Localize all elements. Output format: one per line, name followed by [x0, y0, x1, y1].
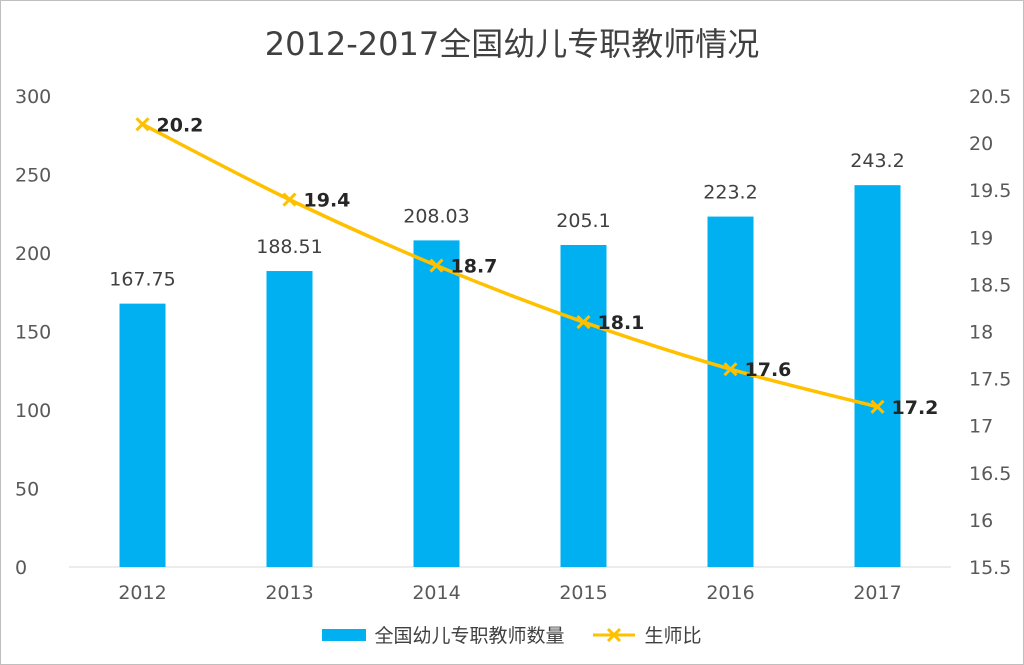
line-point-marker	[870, 399, 885, 414]
y-left-tick-label: 250	[15, 165, 51, 187]
bar	[707, 216, 754, 568]
series-line	[141, 122, 878, 409]
line-point-marker	[135, 117, 150, 132]
line-data-label: 17.6	[745, 359, 792, 381]
x-tick-label: 2013	[265, 582, 313, 604]
bar-data-label: 188.51	[256, 236, 322, 258]
y-right-tick-label: 17.5	[969, 369, 1011, 391]
bar-data-label: 208.03	[403, 205, 469, 227]
line-point-marker	[576, 315, 591, 330]
legend-bar-swatch	[322, 628, 367, 641]
y-right-tick-label: 19.5	[969, 180, 1011, 202]
y-left-tick-label: 150	[15, 322, 51, 344]
x-tick-label: 2015	[559, 582, 607, 604]
y-right-tick-label: 20.5	[969, 86, 1011, 108]
line-data-label: 19.4	[304, 190, 351, 212]
y-left-tick-label: 0	[15, 557, 27, 579]
bar	[560, 244, 607, 568]
bar	[854, 185, 901, 567]
y-right-tick-label: 17	[969, 416, 993, 438]
y-right-tick-label: 16	[969, 510, 993, 532]
bar-data-label: 223.2	[703, 182, 757, 204]
y-right-tick-label: 18.5	[969, 274, 1011, 296]
line-data-label: 18.1	[598, 312, 645, 334]
bar	[119, 303, 166, 567]
legend-item-line: 生师比	[591, 621, 702, 648]
line-point-marker	[429, 258, 444, 273]
bar-data-label: 167.75	[109, 269, 175, 291]
x-tick-label: 2014	[412, 582, 460, 604]
legend-item-bar: 全国幼儿专职教师数量	[322, 621, 565, 648]
x-tick-label: 2017	[853, 582, 901, 604]
y-right-tick-label: 15.5	[969, 557, 1011, 579]
line-data-label: 17.2	[892, 397, 939, 419]
legend-label-bar: 全国幼儿专职教师数量	[374, 625, 565, 647]
bar	[266, 271, 313, 567]
y-left-tick-label: 100	[15, 400, 51, 422]
y-right-tick-label: 20	[969, 133, 993, 155]
line-data-label: 18.7	[451, 256, 498, 278]
y-right-tick-label: 19	[969, 227, 993, 249]
bar-data-label: 205.1	[556, 210, 610, 232]
line-data-label: 20.2	[157, 114, 204, 136]
legend-label-line: 生师比	[644, 625, 702, 647]
y-left-tick-label: 200	[15, 243, 51, 265]
bar	[413, 240, 460, 568]
line-point-marker	[282, 192, 297, 207]
y-left-tick-label: 50	[15, 479, 39, 501]
legend-line-swatch	[592, 627, 635, 642]
bar-data-label: 243.2	[850, 150, 904, 172]
x-tick-label: 2016	[706, 582, 754, 604]
x-tick-label: 2012	[118, 582, 166, 604]
chart-title: 2012-2017全国幼儿专职教师情况	[264, 25, 760, 63]
y-right-tick-label: 16.5	[969, 463, 1011, 485]
y-left-tick-label: 300	[15, 86, 51, 108]
y-right-tick-label: 18	[969, 322, 993, 344]
legend: 全国幼儿专职教师数量 生师比	[1, 621, 1023, 648]
line-point-marker	[723, 362, 738, 377]
